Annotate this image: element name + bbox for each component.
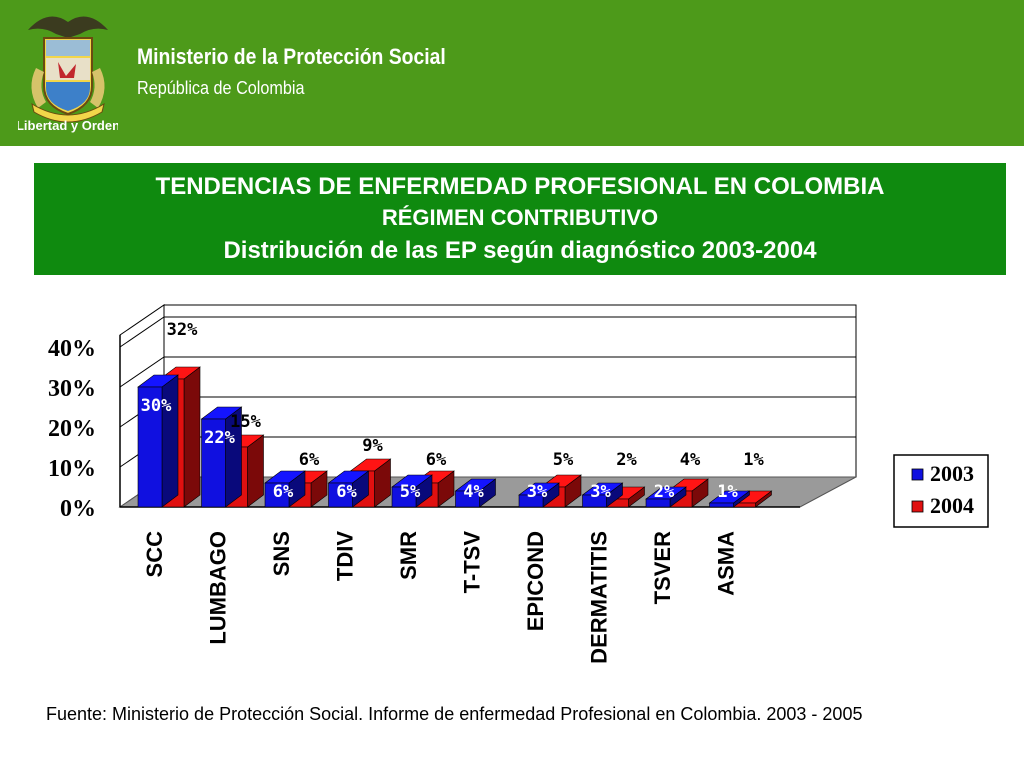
y-tick-label: 30% [48,376,96,402]
category-label: DERMATITIS [587,531,612,664]
data-label-2004: 1% [743,450,764,470]
data-label-2003: 4% [463,482,484,502]
bar-2003 [581,482,624,508]
logo-motto: Libertad y Orden [18,118,118,133]
data-label-2003: 3% [590,482,611,502]
title-box: TENDENCIAS DE ENFERMEDAD PROFESIONAL EN … [34,163,1006,275]
data-label-2004: 4% [680,450,701,470]
data-label-2004: 32% [167,320,198,340]
category-label: T-TSV [460,531,485,594]
category-label: EPICOND [523,531,548,631]
data-label-2003: 5% [400,482,421,502]
legend-label: 2004 [930,493,974,518]
bar-2003 [200,406,243,508]
chart-legend: 2003 2004 [893,454,989,528]
title-line-2: RÉGIMEN CONTRIBUTIVO [381,205,659,230]
data-label-2004: 5% [553,450,574,470]
legend-label: 2003 [930,461,974,486]
bar-2003 [327,470,370,508]
data-label-2003: 6% [273,482,294,502]
data-label-2003: 1% [717,482,738,502]
bar-2003 [518,482,560,508]
legend-swatch [911,500,924,513]
data-label-2004: 9% [362,436,383,456]
data-label-2003: 6% [336,482,357,502]
data-label-2003: 2% [654,482,675,502]
data-label-2003: 30% [141,396,172,416]
bar-2003 [391,474,433,508]
category-label: SMR [396,531,421,580]
coat-of-arms-logo: Libertad y Orden [18,16,118,133]
ministry-name: Ministerio de la Protección Social [137,44,446,69]
category-label: SCC [142,531,167,578]
data-label-2004: 6% [426,450,447,470]
legend-swatch [911,468,924,481]
chart-back-wall [163,304,857,478]
bar-chart: 0%10%20%30%40%30%32%22%15%6%6%6%9%5%6%4%… [48,304,989,664]
bar-2003 [645,486,687,508]
source-note: Fuente: Ministerio de Protección Social.… [46,704,863,724]
data-label-2003: 22% [204,428,235,448]
bar-2003 [708,490,751,508]
gridline [119,316,856,348]
y-tick-label: 40% [48,336,96,362]
bar-2003 [454,478,497,508]
bar-2003 [264,470,306,508]
category-label: TDIV [333,531,358,581]
y-tick-label: 10% [48,456,96,482]
data-label-2004: 2% [616,450,637,470]
y-tick-label: 20% [48,416,96,442]
category-label: LUMBAGO [206,531,231,645]
bar-2003 [137,374,179,508]
country-name: República de Colombia [137,78,305,98]
category-label: ASMA [714,531,739,596]
gridline [119,356,856,388]
category-label: SNS [269,531,294,576]
data-label-2004: 15% [230,412,261,432]
title-line-1: TENDENCIAS DE ENFERMEDAD PROFESIONAL EN … [155,173,885,200]
title-line-3: Distribución de las EP según diagnóstico… [223,237,817,264]
data-label-2003: 3% [527,482,548,502]
data-label-2004: 6% [299,450,320,470]
y-tick-label: 0% [60,496,96,522]
header-banner: Libertad y Orden Ministerio de la Protec… [0,0,1024,146]
category-label: TSVER [650,531,675,604]
